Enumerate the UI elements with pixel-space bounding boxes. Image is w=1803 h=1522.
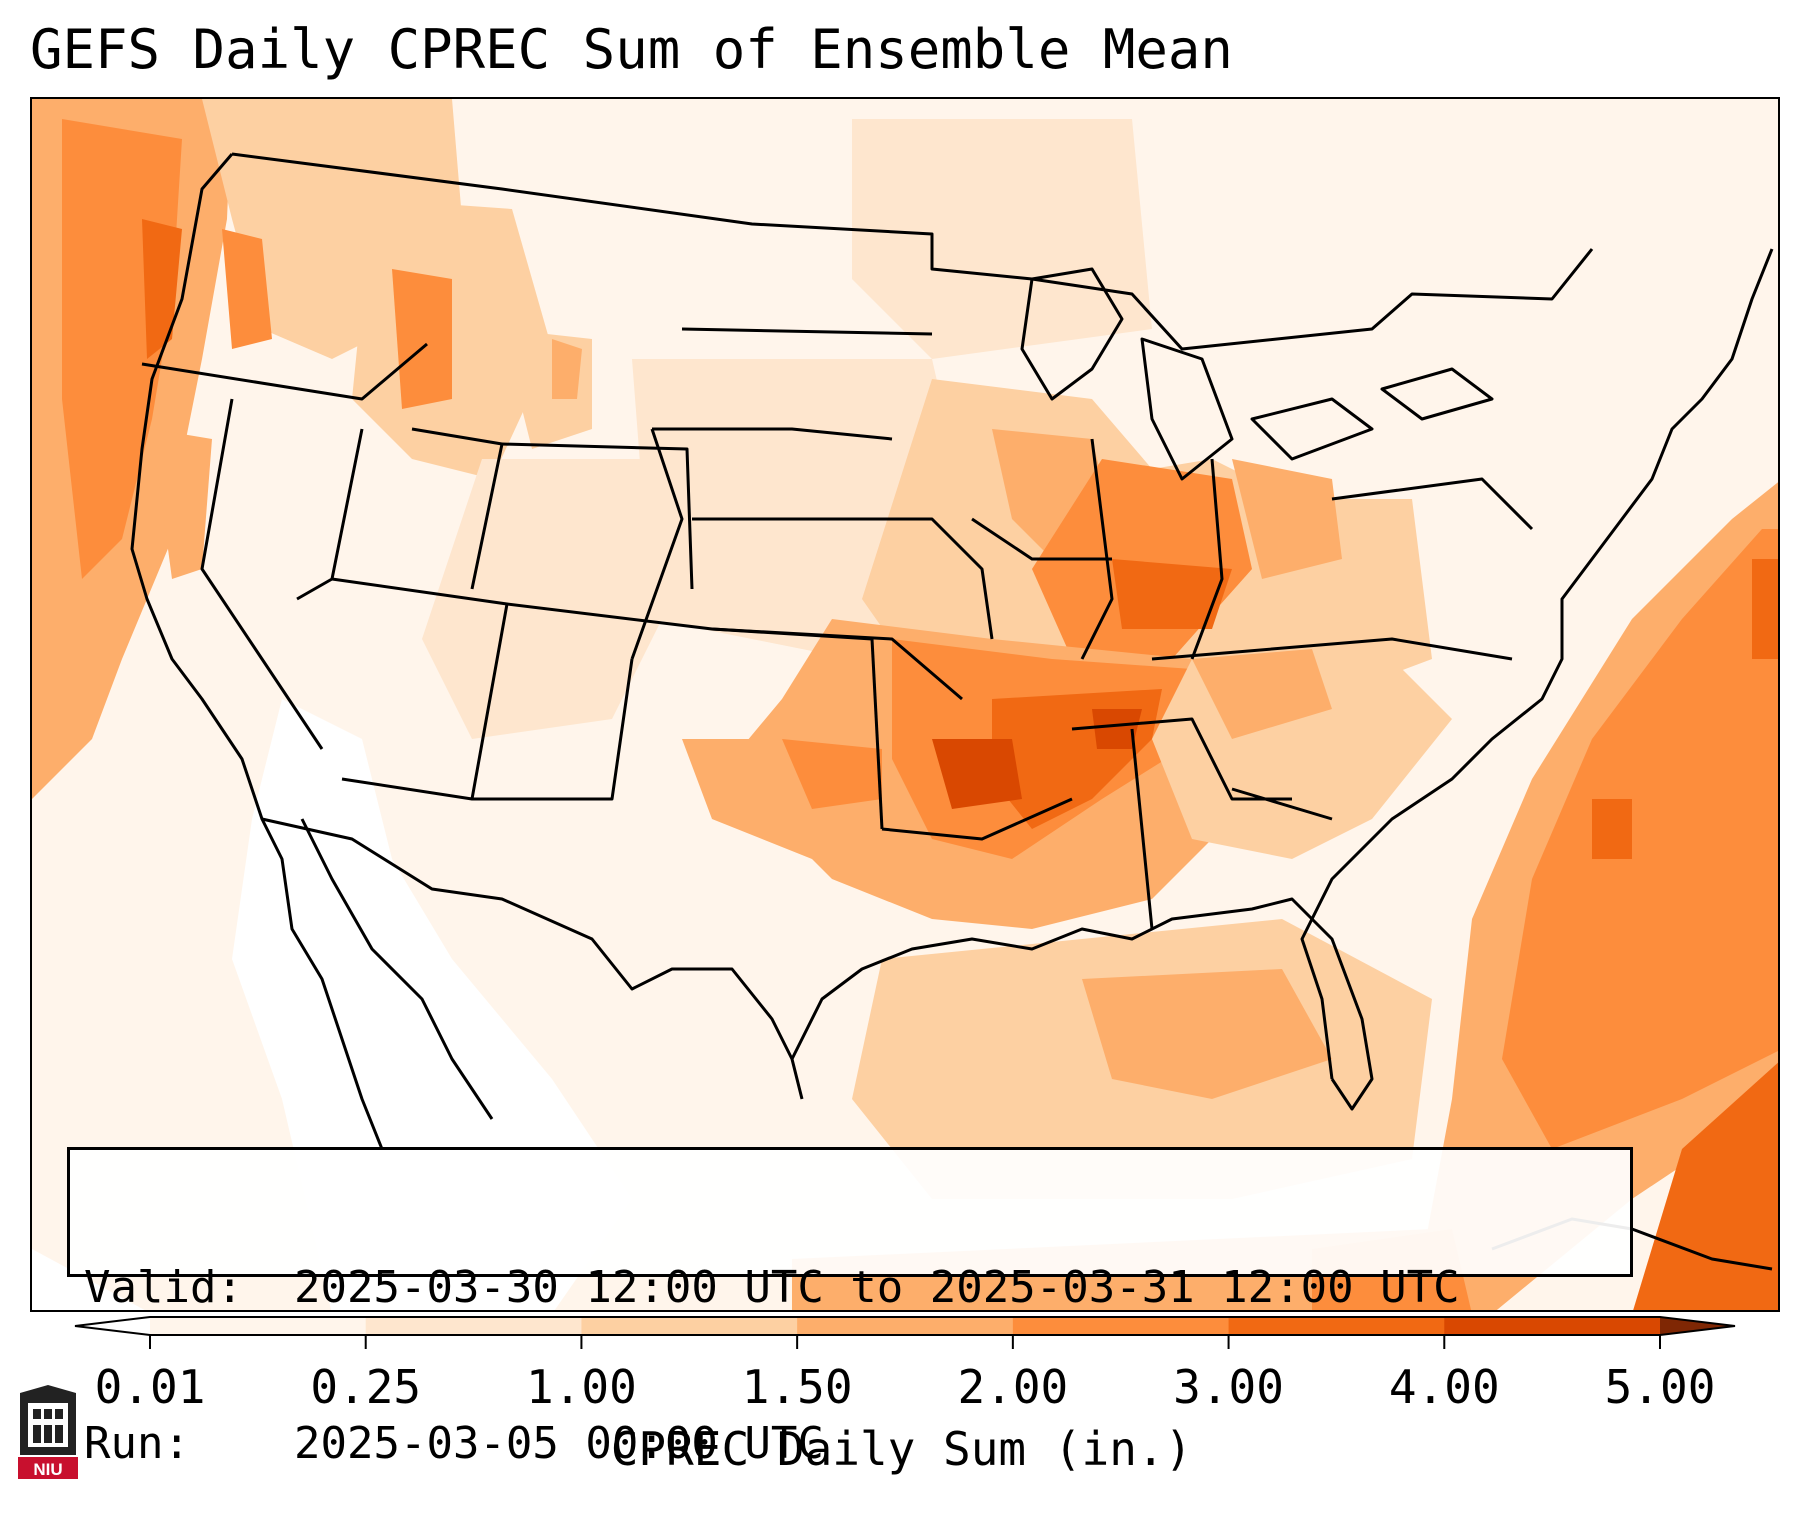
run-value: 2025-03-05 00:00 UTC — [294, 1418, 824, 1469]
colorbar-segment — [581, 1317, 798, 1335]
map-outlines — [130, 152, 1774, 1271]
colorbar-tick-label: 0.25 — [310, 1360, 422, 1414]
run-label: Run: — [84, 1418, 190, 1469]
valid-value: 2025-03-30 12:00 UTC to 2025-03-31 12:00… — [294, 1262, 1460, 1313]
colorbar — [74, 1316, 1736, 1349]
colorbar-segment — [1012, 1317, 1230, 1335]
colorbar-tick-label: 1.00 — [526, 1360, 637, 1414]
colorbar-segment — [1228, 1317, 1445, 1335]
colorbar-tick-label: 2.00 — [957, 1360, 1069, 1414]
niu-logo-text: NIU — [33, 1460, 62, 1479]
colorbar-over-arrow — [1660, 1317, 1735, 1335]
colorbar-segment — [797, 1317, 1014, 1335]
colorbar-label: CPREC Daily Sum (in.) — [610, 1422, 1193, 1476]
region-lower-mississippi-valley — [682, 619, 1292, 929]
colorbar-tick-label: 5.00 — [1604, 1360, 1716, 1414]
region-western-atlantic — [1412, 482, 1778, 1310]
colorbar-tick-label: 0.01 — [94, 1360, 206, 1414]
colorbar-under-arrow — [75, 1317, 150, 1335]
colorbar-segment — [150, 1317, 367, 1335]
valid-label: Valid: — [84, 1262, 243, 1313]
region-northern-rockies — [352, 199, 592, 479]
colorbar-tick-label: 4.00 — [1388, 1360, 1500, 1414]
colorbar-segment — [365, 1317, 582, 1335]
colorbar-tick-label: 1.50 — [741, 1360, 853, 1414]
region-gulf-of-mexico — [792, 919, 1490, 1310]
niu-logo: NIU — [18, 1385, 78, 1479]
precipitation-map — [30, 97, 1780, 1312]
valid-run-info-box: Valid: 2025-03-30 12:00 UTC to 2025-03-31… — [67, 1147, 1633, 1469]
colorbar-segment — [1444, 1317, 1661, 1335]
colorbar-tick-label: 3.00 — [1173, 1360, 1284, 1414]
map-title: GEFS Daily CPREC Sum of Ensemble Mean — [30, 18, 1233, 81]
